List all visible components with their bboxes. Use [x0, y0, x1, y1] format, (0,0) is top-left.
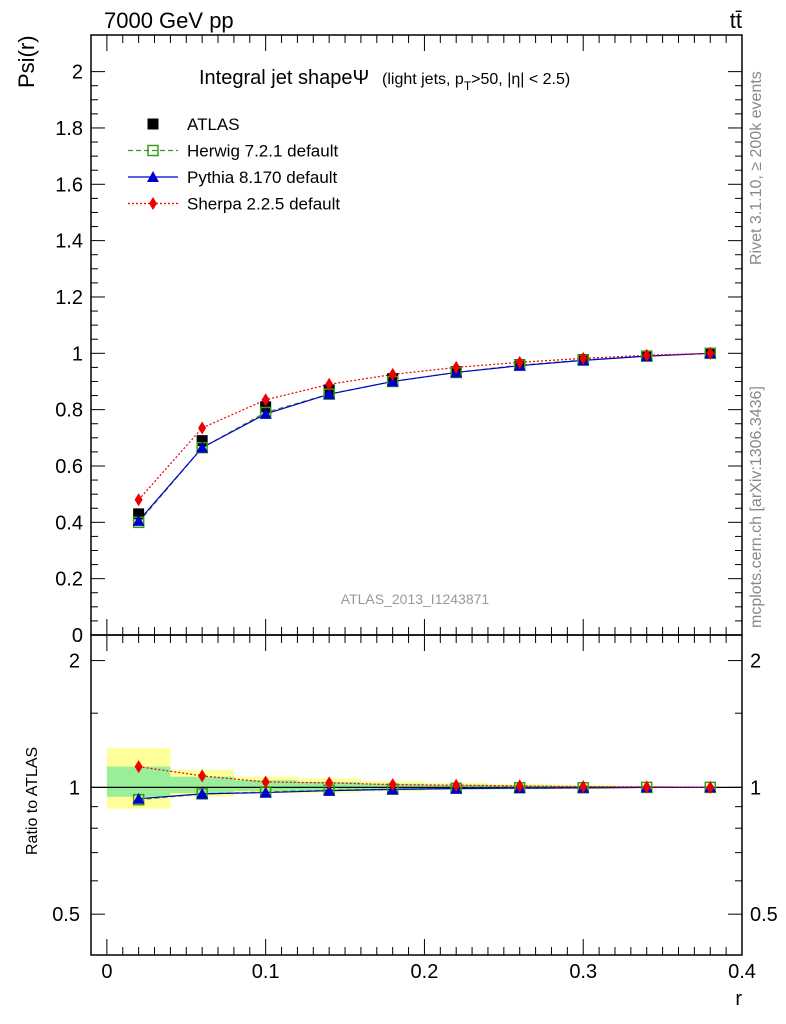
chart-title-symbol: Ψ [352, 67, 369, 89]
main-y-axis-label: Psi(r) [14, 35, 39, 88]
ratio-sherpa-point [261, 775, 270, 789]
ratio-pythia-point [196, 787, 209, 799]
ratio-sherpa-point [452, 778, 461, 792]
main-sherpa-point [642, 348, 651, 362]
ratio-y-tick-label-right: 1 [750, 777, 761, 799]
ratio-uncertainty-bands [91, 748, 742, 809]
legend-sherpa-label: Sherpa 2.2.5 default [187, 195, 340, 214]
x-tick-label: 0 [101, 961, 112, 983]
main-pythia-line [138, 352, 711, 522]
ratio-plot-panel: 0.5 0.51 12 2 0 0.1 0.2 0.3 0.4 Ratio to ATLAS … [24, 634, 778, 1010]
main-y-tick-label: 2 [72, 62, 83, 84]
ratio-sherpa-point [706, 780, 715, 794]
energy-label: 7000 GeV pp [104, 8, 234, 33]
legend-atlas-marker [147, 118, 159, 130]
ratio-pythia-point [132, 792, 145, 804]
main-y-tick-label: 0.8 [55, 400, 83, 422]
main-sherpa-point [579, 351, 588, 365]
x-tick-label: 0.4 [728, 961, 756, 983]
ratio-sherpa-point [642, 780, 651, 794]
ratio-sherpa-point [325, 776, 334, 790]
main-sherpa-point [134, 493, 143, 507]
main-y-tick-label: 1 [72, 343, 83, 365]
x-axis-label: r [735, 988, 742, 1010]
ratio-series-group [132, 760, 717, 806]
ratio-y-tick-label-right: 2 [750, 651, 761, 673]
ratio-x-axis: 0 0.1 0.2 0.3 0.4 [101, 635, 756, 983]
process-label: tt̄ [730, 8, 742, 33]
ratio-pythia-point [323, 784, 336, 796]
analysis-id-label: ATLAS_2013_I1243871 [341, 591, 490, 607]
x-tick-label: 0.3 [569, 961, 597, 983]
main-herwig-line [138, 352, 711, 523]
legend: ATLAS Herwig 7.2.1 default Pythia 8.170 de… [128, 115, 340, 214]
chart-title-sub-a: (light jets, p [382, 71, 464, 88]
x-tick-label: 0.1 [252, 961, 280, 983]
main-sherpa-point [452, 360, 461, 374]
main-pythia-point [132, 514, 145, 526]
ratio-sherpa-point [198, 769, 207, 783]
chart-title: Integral jet shapeΨ [199, 67, 369, 89]
main-pythia-point [259, 407, 272, 419]
rivet-label: Rivet 3.1.10, ≥ 200k events [748, 71, 765, 265]
main-pythia-point [196, 441, 209, 453]
legend-herwig-marker [147, 144, 159, 157]
chart-title-main: Integral jet shape [199, 67, 352, 89]
ratio-sherpa-point [579, 780, 588, 794]
main-sherpa-point [388, 367, 397, 381]
legend-sherpa-marker [149, 197, 157, 210]
ratio-y-tick-label-right: 0.5 [750, 904, 778, 926]
ratio-pythia-line [138, 786, 711, 800]
main-x-ticks [106, 35, 743, 635]
main-atlas-point [196, 435, 208, 447]
main-y-tick-label: 0.2 [55, 569, 83, 591]
main-sherpa-point [261, 393, 270, 407]
main-y-tick-label: 1.4 [55, 231, 83, 253]
main-atlas-point [133, 508, 145, 520]
legend-herwig-label: Herwig 7.2.1 default [187, 142, 338, 161]
main-y-tick-label: 0 [72, 625, 83, 647]
ratio-sherpa-point [134, 760, 143, 774]
main-pythia-point [386, 375, 399, 387]
ratio-y-tick-label: 2 [69, 651, 80, 673]
main-y-axis: 0 0.2 0.4 0.6 0.8 1 1.2 1.4 1.6 1.8 2 [55, 62, 742, 647]
ratio-band-inner [170, 776, 234, 793]
legend-pythia-marker [147, 171, 159, 182]
main-plot-panel: 0 0.2 0.4 0.6 0.8 1 1.2 1.4 1.6 1.8 2 Psi(r) ATLAS… [14, 34, 743, 647]
ratio-pythia-point [259, 786, 272, 798]
main-y-tick-label: 0.4 [55, 512, 83, 534]
ratio-plot-frame [90, 634, 743, 956]
ratio-sherpa-line [138, 766, 711, 788]
ratio-sherpa-point [515, 779, 524, 793]
main-sherpa-point [325, 377, 334, 391]
ratio-sherpa-point [388, 778, 397, 792]
main-sherpa-point [706, 346, 715, 360]
mcplots-label: mcplots.cern.ch [arXiv:1306.3436] [748, 386, 765, 628]
chart-title-sub: (light jets, pT>50, |η| < 2.5) [382, 71, 570, 93]
main-sherpa-line [138, 352, 711, 501]
legend-atlas-label: ATLAS [187, 115, 240, 134]
chart-title-sub-b: >50, |η| < 2.5) [471, 71, 570, 88]
ratio-y-axis-label: Ratio to ATLAS [24, 747, 41, 855]
x-tick-label: 0.2 [411, 961, 439, 983]
ratio-y-axis: 0.5 0.5 1 1 2 2 [52, 651, 778, 927]
main-y-tick-label: 1.2 [55, 287, 83, 309]
main-y-tick-label: 1.8 [55, 118, 83, 140]
main-y-tick-label: 1.6 [55, 174, 83, 196]
ratio-y-tick-label: 0.5 [52, 904, 80, 926]
main-sherpa-point [198, 421, 207, 435]
main-sherpa-point [515, 355, 524, 369]
main-y-tick-label: 0.6 [55, 456, 83, 478]
legend-pythia-label: Pythia 8.170 default [187, 168, 338, 187]
chart-title-sub-T: T [464, 79, 472, 93]
ratio-y-tick-label: 1 [69, 777, 80, 799]
main-pythia-point [323, 388, 336, 400]
main-series-group [132, 346, 717, 529]
